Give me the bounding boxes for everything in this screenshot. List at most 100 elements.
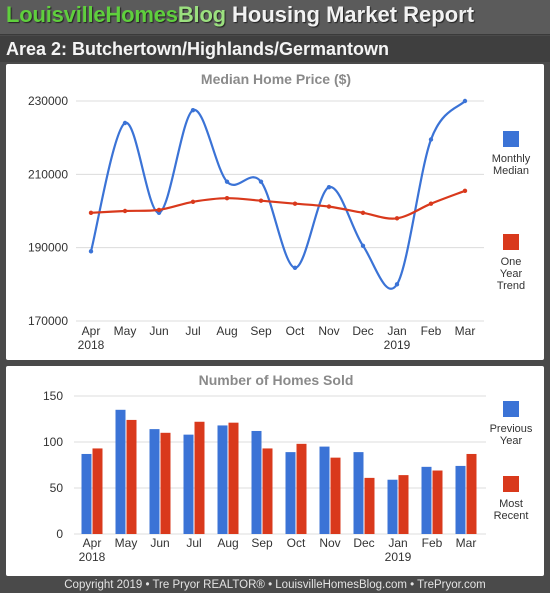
bar [353,452,364,534]
x-tick-label: Apr [82,324,101,338]
bar [160,432,171,534]
data-point [190,107,196,113]
bar [319,446,330,534]
bar [115,409,126,534]
year-label: 2019 [385,550,412,564]
x-tick-label: Aug [217,536,238,550]
data-point [224,195,230,201]
year-label: 2018 [78,338,105,352]
bar [262,448,273,534]
bar [81,453,92,534]
legend-label: Trend [497,280,525,292]
legend-swatch [503,131,519,147]
y-tick-label: 210000 [28,167,68,181]
legend-label: Median [493,165,529,177]
data-point [428,137,434,142]
data-point [360,243,366,249]
x-tick-label: Dec [353,536,374,550]
series-line [89,100,466,290]
bar [251,430,262,534]
bar [364,477,375,534]
data-point [292,265,298,271]
data-point [326,204,332,209]
series-line [90,189,466,220]
chart-title: Number of Homes Sold [199,372,354,388]
x-tick-label: May [114,324,137,338]
x-tick-label: Nov [319,536,340,550]
bar [387,479,398,534]
x-tick-label: Oct [287,536,306,550]
data-point [462,188,468,194]
chart-title: Median Home Price ($) [201,71,351,87]
bar [149,429,160,534]
bar [92,448,103,534]
year-label: 2018 [79,550,106,564]
bar [330,457,341,534]
legend-label: Year [500,268,523,280]
legend-swatch [503,234,519,250]
data-point [224,179,230,184]
x-tick-label: Sep [250,324,272,338]
bar [455,465,466,534]
x-tick-label: Apr [83,536,102,550]
data-point [326,184,332,190]
brand-logo-part1: LouisvilleHomes [6,2,178,27]
x-tick-label: May [115,536,138,550]
bar [194,421,205,534]
data-point [292,201,298,206]
y-tick-label: 190000 [28,241,68,255]
x-tick-label: Feb [422,536,443,550]
x-tick-label: Jul [185,324,200,338]
data-point [360,210,366,216]
x-tick-label: Mar [456,536,477,550]
x-tick-label: Mar [455,324,476,338]
year-label: 2019 [384,338,411,352]
x-tick-label: Oct [286,324,305,338]
data-point [462,98,468,104]
bar [217,425,228,534]
x-tick-label: Jul [186,536,201,550]
header: LouisvilleHomesBlog Housing Market Repor… [0,0,550,35]
bar [126,419,137,534]
y-tick-label: 170000 [28,314,68,328]
data-point [156,207,162,213]
data-point [258,179,264,184]
homes-sold-chart-panel: Number of Homes Sold 150 100 50 0 Apr May Jun Ju… [6,366,544,576]
legend-label: Recent [494,510,529,522]
brand-logo[interactable]: LouisvilleHomesBlog [6,2,226,28]
area-bar: Area 2: Butchertown/Highlands/Germantown [0,36,550,62]
homes-sold-chart: Number of Homes Sold 150 100 50 0 Apr May Jun Ju… [43,372,533,564]
x-tick-label: Nov [318,324,339,338]
bar [296,443,307,534]
legend-label: Previous [490,423,533,435]
y-tick-label: 100 [43,435,63,449]
data-point [88,249,94,254]
data-point [394,282,400,287]
x-tick-label: Aug [216,324,237,338]
legend-swatch [503,476,519,492]
data-point [122,208,128,214]
x-tick-label: Jun [149,324,168,338]
legend-label: Monthly [492,153,531,165]
x-tick-label: Feb [421,324,442,338]
bar [421,466,432,534]
bar [398,475,409,534]
y-tick-label: 50 [50,481,64,495]
median-price-chart: Median Home Price ($) 230000 210000 190000 1… [28,71,531,352]
bar [228,422,239,534]
legend-label: Year [500,435,523,447]
bar [183,434,194,534]
x-tick-label: Jan [388,536,407,550]
bar [285,452,296,534]
bar [466,453,477,534]
x-tick-label: Dec [352,324,373,338]
footer-copyright: Copyright 2019 • Tre Pryor REALTOR® • Lo… [64,579,486,591]
legend-swatch [503,401,519,417]
median-price-chart-panel: Median Home Price ($) 230000 210000 190000 1… [6,64,544,360]
data-point [258,198,264,203]
legend-label: Most [499,498,523,510]
y-tick-label: 0 [56,527,63,541]
data-point [122,120,128,126]
x-tick-label: Sep [251,536,273,550]
data-point [394,216,400,221]
